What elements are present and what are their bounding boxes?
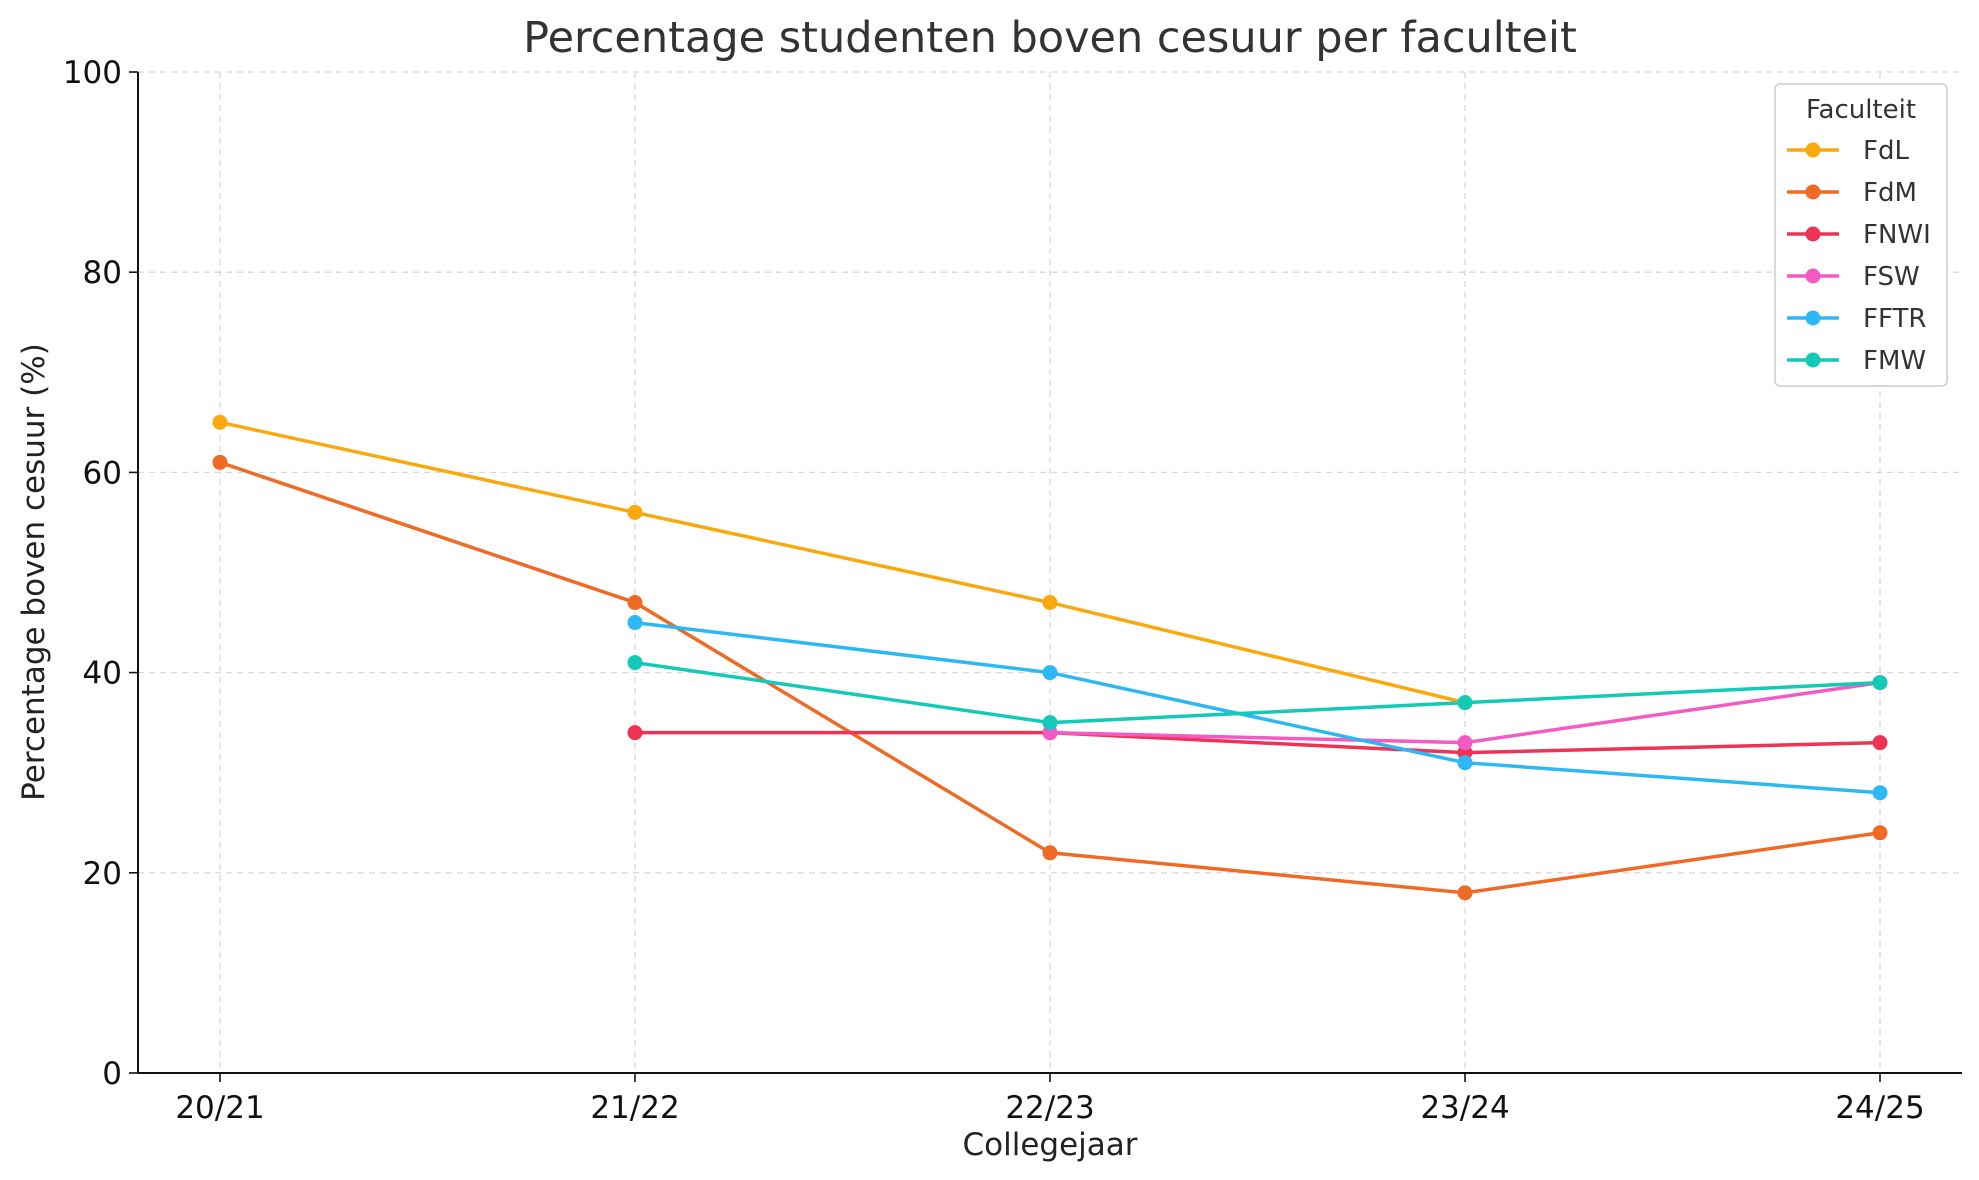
legend-item-fdm: FdM bbox=[1787, 178, 1917, 208]
data-point-fftr bbox=[1872, 785, 1888, 801]
series-line-fftr bbox=[634, 620, 1881, 795]
series-line-fdl bbox=[219, 420, 1466, 705]
data-point-fdl bbox=[212, 414, 228, 430]
data-point-fmw bbox=[1042, 715, 1058, 731]
x-tick-label: 23/24 bbox=[1420, 1090, 1509, 1126]
axes bbox=[129, 71, 1962, 1082]
legend-label: FdL bbox=[1863, 136, 1909, 166]
x-tick-label: 21/22 bbox=[590, 1090, 679, 1126]
y-tick-label: 80 bbox=[83, 255, 122, 291]
data-point-fftr bbox=[1457, 755, 1473, 771]
data-point-fmw bbox=[1457, 695, 1473, 711]
data-point-fdm bbox=[1457, 885, 1473, 901]
series-fdl bbox=[212, 414, 1473, 711]
y-tick-label: 40 bbox=[83, 656, 122, 692]
tick-labels: 0 20 40 60 80 100 20/21 21/22 22/23 23/24 24/25 bbox=[63, 55, 1925, 1126]
legend-item-fftr: FFTR bbox=[1787, 304, 1926, 334]
legend-item-fsw: FSW bbox=[1787, 262, 1920, 292]
y-tick-label: 20 bbox=[83, 856, 122, 892]
series-fmw bbox=[627, 655, 1888, 731]
legend-box bbox=[1774, 83, 1948, 387]
legend-swatch-marker bbox=[1805, 184, 1821, 200]
legend-title: Faculteit bbox=[1806, 95, 1916, 125]
legend: Faculteit FdL FdM FNWI FSW FFTR FMW bbox=[1774, 83, 1948, 387]
x-tick-label: 20/21 bbox=[175, 1090, 264, 1126]
data-point-fsw bbox=[1457, 735, 1473, 751]
data-point-fdl bbox=[1042, 595, 1058, 611]
y-tick-label: 60 bbox=[83, 455, 122, 491]
data-point-fftr bbox=[627, 615, 643, 631]
legend-item-fmw: FMW bbox=[1787, 346, 1926, 376]
series-fdm bbox=[212, 454, 1888, 901]
legend-label: FNWI bbox=[1863, 220, 1931, 250]
data-point-fnwi bbox=[627, 725, 643, 741]
legend-item-fnwi: FNWI bbox=[1787, 220, 1931, 250]
x-tick-label: 24/25 bbox=[1835, 1090, 1924, 1126]
legend-label: FdM bbox=[1863, 178, 1917, 208]
data-point-fdl bbox=[627, 504, 643, 520]
data-point-fdm bbox=[212, 454, 228, 470]
data-point-fdm bbox=[1872, 825, 1888, 841]
series-line-fmw bbox=[634, 660, 1881, 725]
legend-swatch-marker bbox=[1805, 268, 1821, 284]
data-point-fmw bbox=[1872, 675, 1888, 691]
legend-label: FSW bbox=[1863, 262, 1920, 292]
y-axis-label: Percentage boven cesuur (%) bbox=[16, 343, 52, 801]
series-fnwi bbox=[627, 725, 1888, 761]
chart-title: Percentage studenten boven cesuur per fa… bbox=[523, 13, 1577, 63]
x-axis-label: Collegejaar bbox=[962, 1127, 1137, 1163]
legend-label: FFTR bbox=[1863, 304, 1926, 334]
data-point-fdm bbox=[627, 595, 643, 611]
y-tick-label: 100 bbox=[63, 55, 122, 91]
series-line-fnwi bbox=[635, 730, 1881, 755]
data-point-fftr bbox=[1042, 665, 1058, 681]
legend-item-fdl: FdL bbox=[1787, 136, 1909, 166]
legend-swatch-marker bbox=[1805, 352, 1821, 368]
x-tick-label: 22/23 bbox=[1005, 1090, 1094, 1126]
series-lines bbox=[212, 414, 1888, 901]
data-point-fnwi bbox=[1872, 735, 1888, 751]
y-tick-label: 0 bbox=[102, 1056, 122, 1092]
legend-swatch-marker bbox=[1805, 142, 1821, 158]
legend-swatch-marker bbox=[1805, 310, 1821, 326]
series-fftr bbox=[627, 615, 1888, 801]
data-point-fmw bbox=[627, 655, 643, 671]
legend-label: FMW bbox=[1863, 346, 1926, 376]
grid-lines bbox=[138, 71, 1962, 1073]
data-point-fdm bbox=[1042, 845, 1058, 861]
legend-swatch-marker bbox=[1805, 226, 1821, 242]
